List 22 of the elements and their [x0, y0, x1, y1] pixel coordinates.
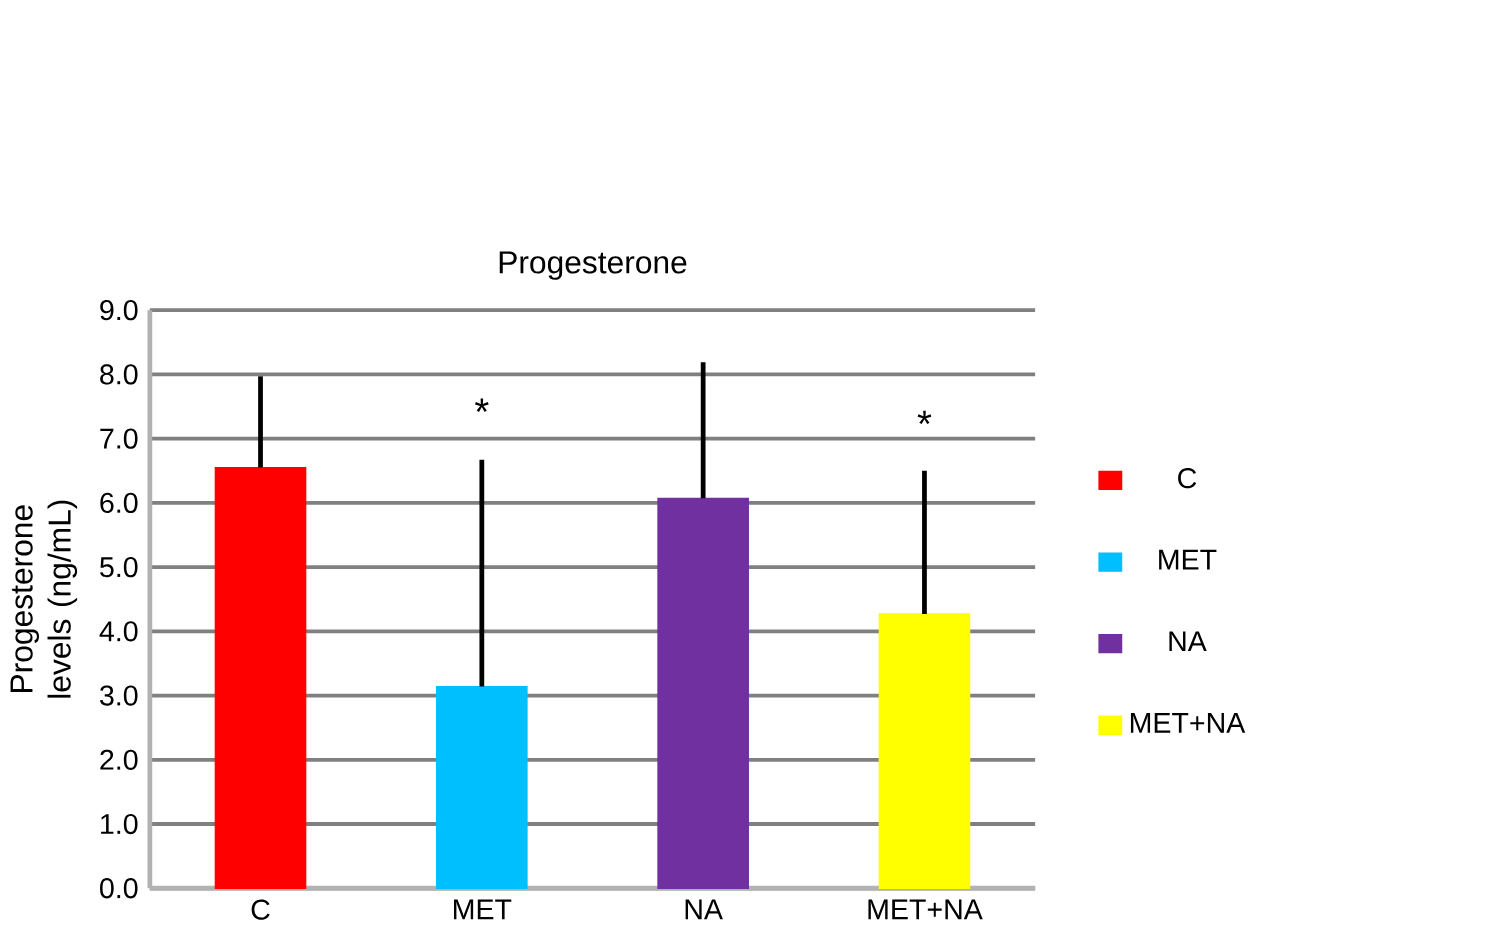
y-axis-title: Progesterone levels (ng/mL) [10, 500, 78, 698]
chart-title: Progesterone [499, 251, 687, 280]
y-tick-label: 5.0 [100, 556, 138, 578]
legend-label: NA [1169, 631, 1207, 651]
y-tick-label: 4.0 [99, 621, 138, 642]
x-tick-label: MET+NA [868, 899, 983, 919]
x-tick-label: MET [454, 899, 512, 919]
annotation: * [475, 398, 489, 412]
y-tick-label: 6.0 [100, 492, 138, 513]
annotation: * [917, 410, 932, 424]
x-tick-label: NA [685, 899, 723, 919]
y-tick-label: 8.0 [100, 364, 138, 385]
x-tick-label: C [251, 899, 270, 920]
y-tick-label: 1.0 [101, 813, 138, 835]
y-tick-label: 2.0 [100, 749, 138, 770]
y-tick-label: 9.0 [100, 299, 138, 321]
y-tick-label: 0.0 [100, 877, 138, 899]
y-tick-label: 3.0 [100, 685, 138, 706]
legend-label: MET [1159, 549, 1217, 570]
legend-label: MET+NA [1130, 712, 1246, 733]
legend-label: C [1178, 467, 1197, 489]
y-tick-label: 7.0 [100, 428, 138, 449]
